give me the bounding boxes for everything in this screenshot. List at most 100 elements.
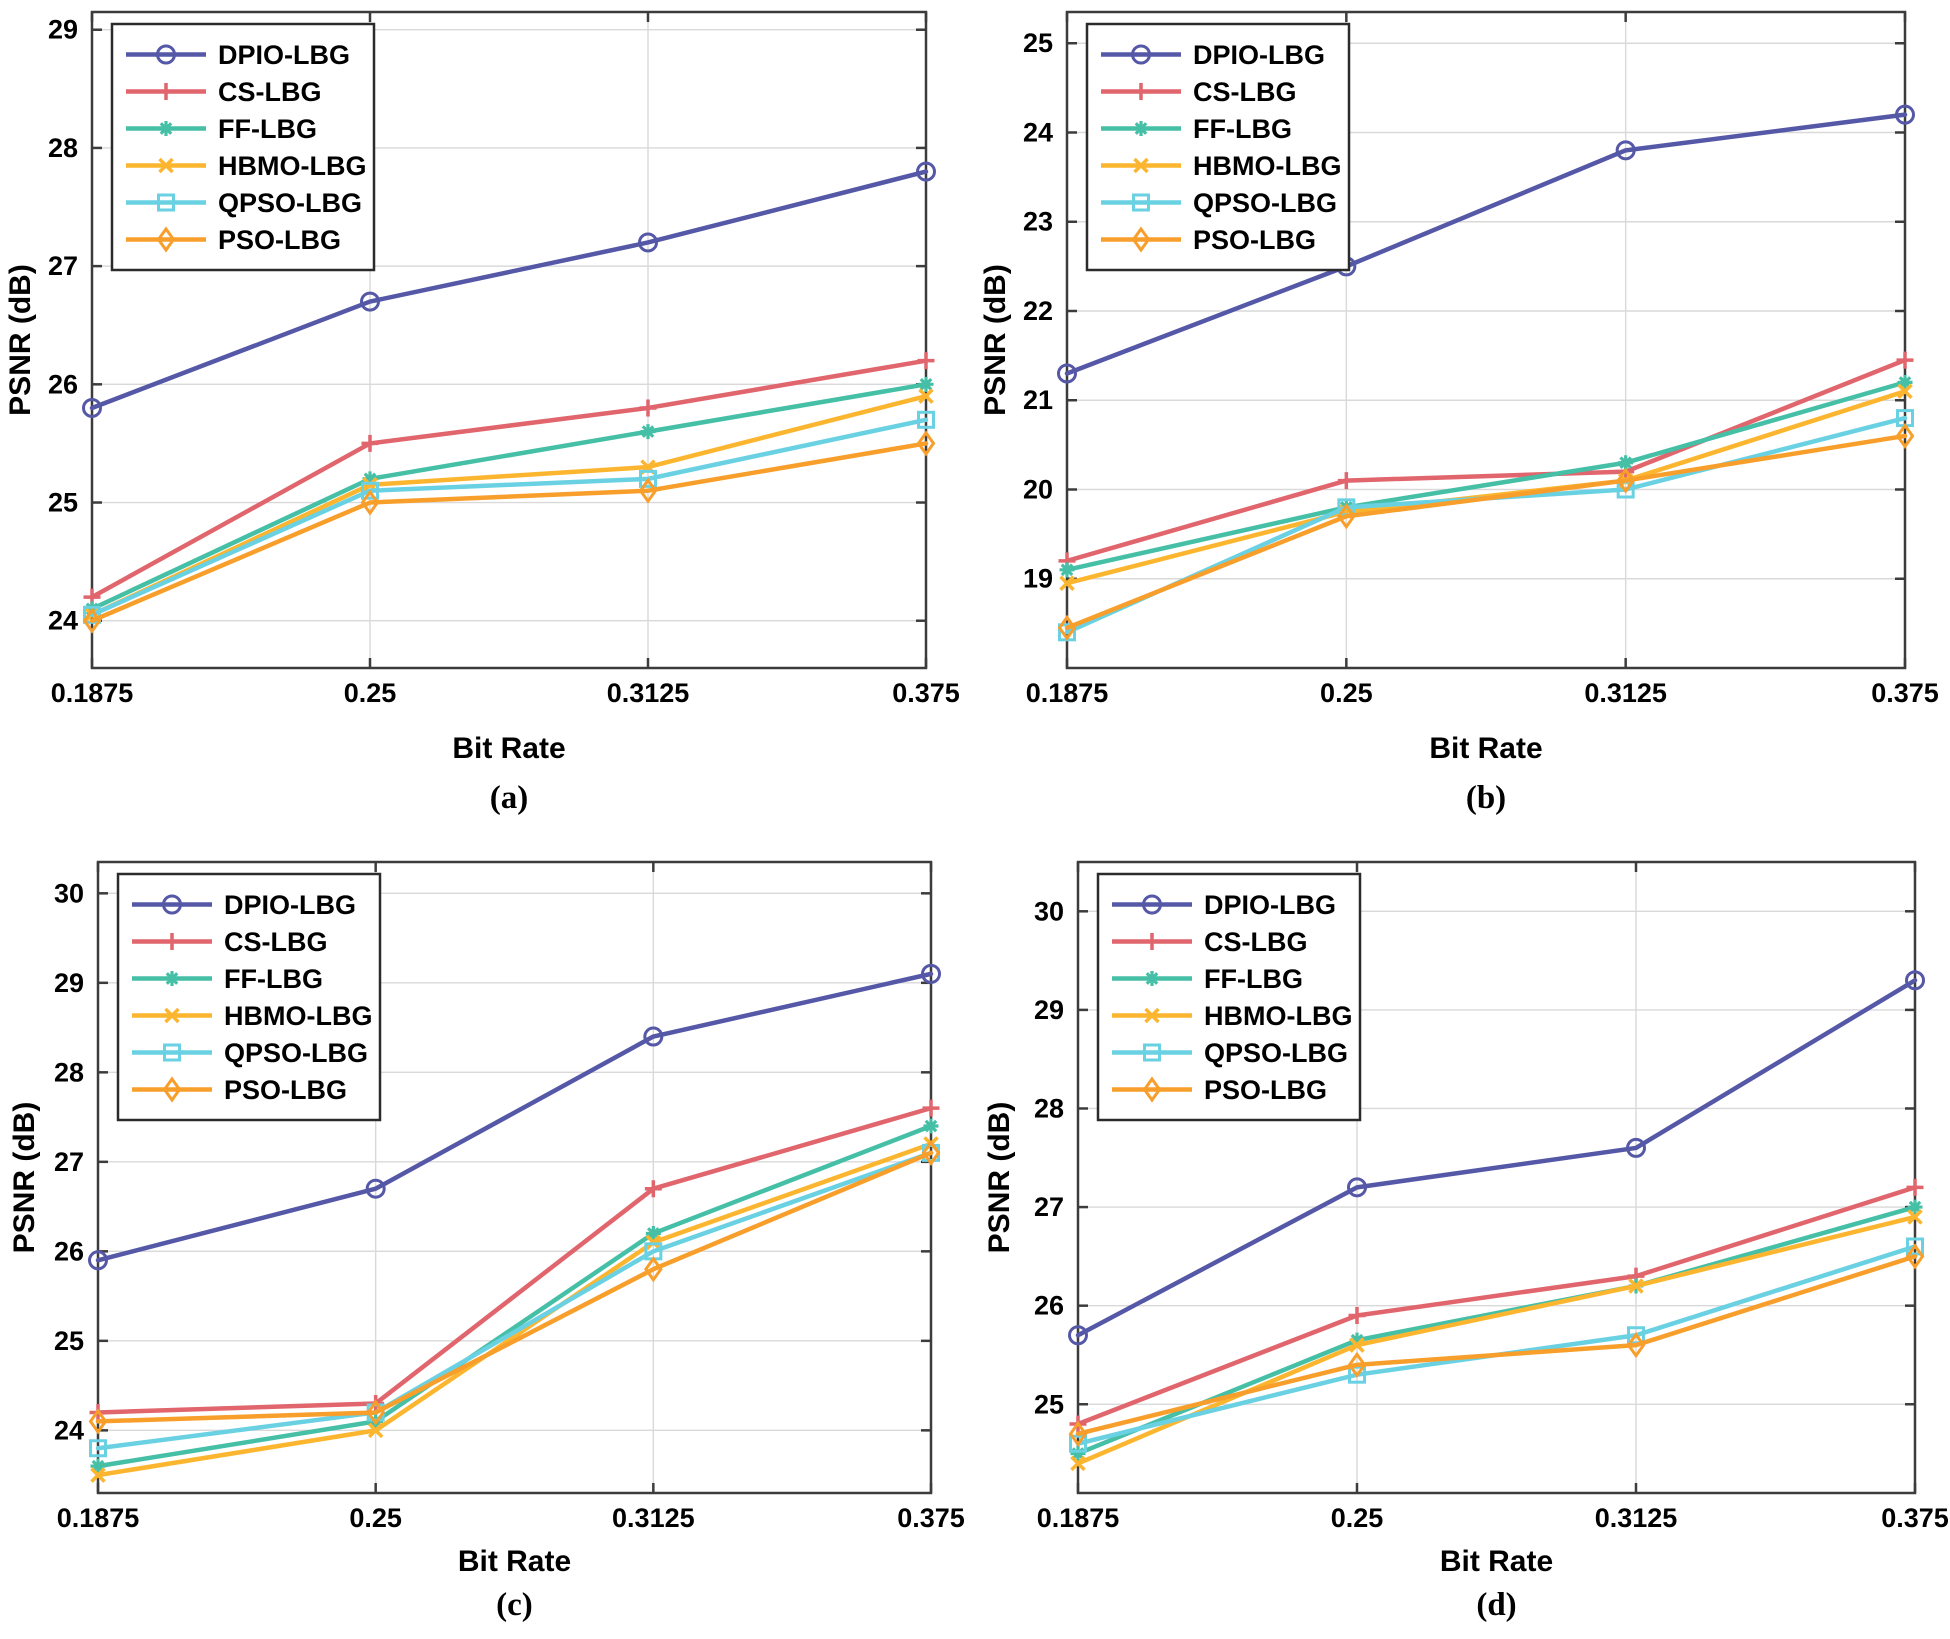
series-line-DPIO-LBG <box>89 169 929 411</box>
chart-c-canvas: 24 25 26 27 28 29 30 0.1875 0.25 0.3125 0.375 DPIO-… <box>8 860 965 1623</box>
chart-d-canvas: 25 26 27 28 29 30 0.1875 0.25 0.3125 0.375 DPIO-LB… <box>983 860 1949 1623</box>
marker-DPIO-LBG <box>1895 104 1915 125</box>
marker-HBMO-LBG <box>1349 1337 1365 1353</box>
marker-CS-LBG <box>917 352 935 370</box>
marker-QPSO-LBG <box>1348 1365 1366 1384</box>
marker-FF-LBG <box>640 424 656 440</box>
y-axis-label: PSNR (dB) <box>979 264 1012 416</box>
legend-marker-DPIO-LBG <box>1131 44 1151 65</box>
y-tick-label: 29 <box>54 968 84 998</box>
marker-DPIO-LBG <box>638 232 658 253</box>
marker-CS-LBG <box>639 399 657 417</box>
marker-FF-LBG <box>923 1118 939 1134</box>
series-line-DPIO-LBG <box>95 971 934 1263</box>
marker-PSO-LBG <box>1895 422 1915 450</box>
legend-item-PSO-LBG: PSO-LBG <box>132 1075 347 1105</box>
marker-HBMO-LBG <box>90 1467 106 1483</box>
legend-label: DPIO-LBG <box>1193 40 1325 70</box>
legend-marker-PSO-LBG <box>156 226 176 253</box>
legend-label: HBMO-LBG <box>1204 1001 1352 1031</box>
legend-label: CS-LBG <box>1204 927 1308 957</box>
chart-b: 19 20 21 22 23 24 25 0.1875 0.25 0.3125 0.375 DPIO-… <box>975 0 1950 820</box>
y-tick-label: 25 <box>54 1326 84 1356</box>
series-line-PSO-LBG <box>1064 433 1908 631</box>
legend-box <box>1085 22 1351 272</box>
chart-d: 25 26 27 28 29 30 0.1875 0.25 0.3125 0.375 DPIO-LB… <box>975 820 1950 1639</box>
series-line-FF-LBG <box>95 1123 934 1469</box>
marker-PSO-LBG <box>921 1139 941 1166</box>
legend-item-DPIO-LBG: DPIO-LBG <box>132 890 356 920</box>
legend-label: QPSO-LBG <box>218 188 362 218</box>
y-tick-label: 25 <box>1034 1389 1064 1419</box>
legend-marker-FF-LBG <box>1133 121 1149 136</box>
series-line-HBMO-LBG <box>89 393 929 618</box>
x-tick-label: 0.25 <box>1331 1503 1384 1533</box>
legend-item-HBMO-LBG: HBMO-LBG <box>1101 151 1341 181</box>
legend-item-QPSO-LBG: QPSO-LBG <box>126 188 362 218</box>
legend-item-DPIO-LBG: DPIO-LBG <box>126 40 350 70</box>
legend-label: FF-LBG <box>1193 114 1292 144</box>
marker-DPIO-LBG <box>1057 363 1077 384</box>
marker-PSO-LBG <box>1626 1332 1646 1359</box>
marker-HBMO-LBG <box>367 1422 384 1439</box>
x-tick-label: 0.1875 <box>1037 1503 1120 1533</box>
marker-HBMO-LBG <box>1628 1278 1644 1294</box>
y-tick-label: 29 <box>48 15 78 45</box>
x-axis-label: Bit Rate <box>1429 732 1542 765</box>
series-line-CS-LBG <box>95 1105 934 1415</box>
y-tick-label: 24 <box>54 1415 84 1445</box>
marker-PSO-LBG <box>360 489 380 516</box>
marker-CS-LBG <box>922 1099 940 1117</box>
legend-label: QPSO-LBG <box>1193 188 1337 218</box>
legend-marker-QPSO-LBG <box>157 193 175 212</box>
x-tick-label: 0.375 <box>897 1503 965 1533</box>
legend-marker-CS-LBG <box>157 83 175 100</box>
legend-item-CS-LBG: CS-LBG <box>1101 77 1297 107</box>
y-tick-label: 26 <box>54 1236 84 1266</box>
series-line-CS-LBG <box>89 358 929 600</box>
y-tick-label: 24 <box>1023 117 1053 147</box>
marker-PSO-LBG <box>1905 1243 1925 1270</box>
marker-FF-LBG <box>645 1225 661 1241</box>
plot-box <box>90 10 928 670</box>
legend-label: HBMO-LBG <box>1193 151 1341 181</box>
marker-PSO-LBG <box>82 607 102 634</box>
legend-label: DPIO-LBG <box>218 40 350 70</box>
legend-box <box>110 22 376 272</box>
series-line-CS-LBG <box>1075 1185 1918 1427</box>
y-tick-label: 20 <box>1023 474 1053 504</box>
marker-QPSO-LBG <box>361 481 379 500</box>
y-tick-label: 26 <box>1034 1291 1064 1321</box>
chart-a-canvas: 24 25 26 27 28 29 0.1875 0.25 0.3125 0.375 DPIO-LB… <box>4 10 960 816</box>
x-tick-label: 0.3125 <box>612 1503 695 1533</box>
legend-marker-CS-LBG <box>1132 83 1150 100</box>
y-axis-label: PSNR (dB) <box>8 1102 41 1254</box>
series-line-HBMO-LBG <box>1075 1214 1918 1466</box>
marker-DPIO-LBG <box>88 1250 108 1271</box>
legend-item-FF-LBG: FF-LBG <box>132 964 323 994</box>
x-tick-label: 0.3125 <box>607 678 690 708</box>
y-axis-label: PSNR (dB) <box>983 1102 1016 1254</box>
y-tick-label: 28 <box>54 1057 84 1087</box>
legend-marker-CS-LBG <box>163 933 181 950</box>
legend-marker-DPIO-LBG <box>1142 894 1162 915</box>
legend-marker-QPSO-LBG <box>163 1043 181 1062</box>
legend-label: CS-LBG <box>218 77 322 107</box>
y-tick-label: 19 <box>1023 564 1053 594</box>
series-line-QPSO-LBG <box>89 417 929 618</box>
x-tick-label: 0.1875 <box>1026 678 1109 708</box>
marker-PSO-LBG <box>366 1399 386 1426</box>
series-line-HBMO-LBG <box>95 1141 934 1478</box>
legend-label: CS-LBG <box>1193 77 1297 107</box>
marker-HBMO-LBG <box>1907 1209 1923 1225</box>
legend-item-DPIO-LBG: DPIO-LBG <box>1112 890 1336 920</box>
marker-FF-LBG <box>362 471 378 487</box>
y-axis-label: PSNR (dB) <box>4 264 37 416</box>
marker-PSO-LBG <box>1068 1420 1088 1447</box>
legend: DPIO-LBG CS-LBG FF-LBG HBMO-LBG QPSO-LBG PSO-… <box>1096 872 1362 1122</box>
marker-QPSO-LBG <box>89 1439 107 1458</box>
marker-DPIO-LBG <box>916 161 936 182</box>
legend-item-DPIO-LBG: DPIO-LBG <box>1101 40 1325 70</box>
marker-FF-LBG <box>1897 374 1913 390</box>
